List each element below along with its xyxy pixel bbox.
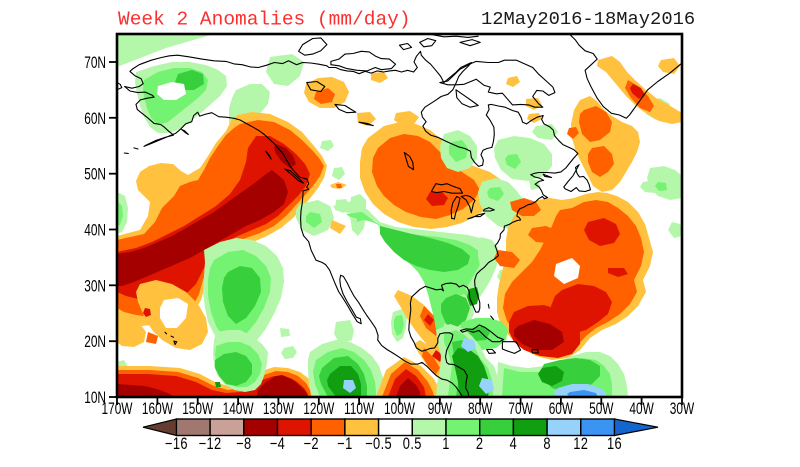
svg-text:20N: 20N	[84, 333, 106, 351]
svg-text:−8: −8	[236, 436, 251, 454]
svg-text:110W: 110W	[344, 400, 374, 418]
svg-text:−16: −16	[165, 436, 188, 454]
svg-text:−0.5: −0.5	[365, 436, 392, 454]
svg-text:100W: 100W	[384, 400, 415, 418]
svg-text:1: 1	[442, 436, 450, 454]
svg-text:60W: 60W	[549, 400, 574, 418]
svg-text:−4: −4	[270, 436, 285, 454]
svg-text:40W: 40W	[629, 400, 654, 418]
svg-text:2: 2	[476, 436, 484, 454]
svg-text:Week 2 Anomalies (mm/day): Week 2 Anomalies (mm/day)	[118, 9, 411, 31]
svg-text:70N: 70N	[84, 54, 106, 72]
svg-text:40N: 40N	[84, 222, 106, 240]
svg-text:12May2016-18May2016: 12May2016-18May2016	[481, 8, 695, 30]
svg-text:130W: 130W	[263, 400, 294, 418]
svg-text:4: 4	[510, 436, 518, 454]
svg-text:12: 12	[573, 436, 588, 454]
svg-text:50N: 50N	[84, 166, 106, 184]
svg-text:120W: 120W	[303, 400, 334, 418]
svg-text:60N: 60N	[84, 110, 106, 128]
svg-text:−2: −2	[303, 436, 318, 454]
svg-text:140W: 140W	[223, 400, 254, 418]
svg-text:−12: −12	[199, 436, 222, 454]
svg-text:150W: 150W	[182, 400, 213, 418]
svg-text:50W: 50W	[589, 400, 614, 418]
svg-text:70W: 70W	[508, 400, 533, 418]
svg-text:16: 16	[607, 436, 622, 454]
svg-text:30N: 30N	[84, 278, 106, 296]
svg-text:0.5: 0.5	[403, 436, 422, 454]
svg-text:8: 8	[543, 436, 551, 454]
svg-text:30W: 30W	[670, 400, 695, 418]
svg-text:−1: −1	[337, 436, 352, 454]
svg-text:170W: 170W	[101, 400, 132, 418]
svg-text:10N: 10N	[84, 389, 106, 407]
svg-text:80W: 80W	[468, 400, 493, 418]
svg-text:160W: 160W	[142, 400, 173, 418]
svg-text:90W: 90W	[428, 400, 453, 418]
